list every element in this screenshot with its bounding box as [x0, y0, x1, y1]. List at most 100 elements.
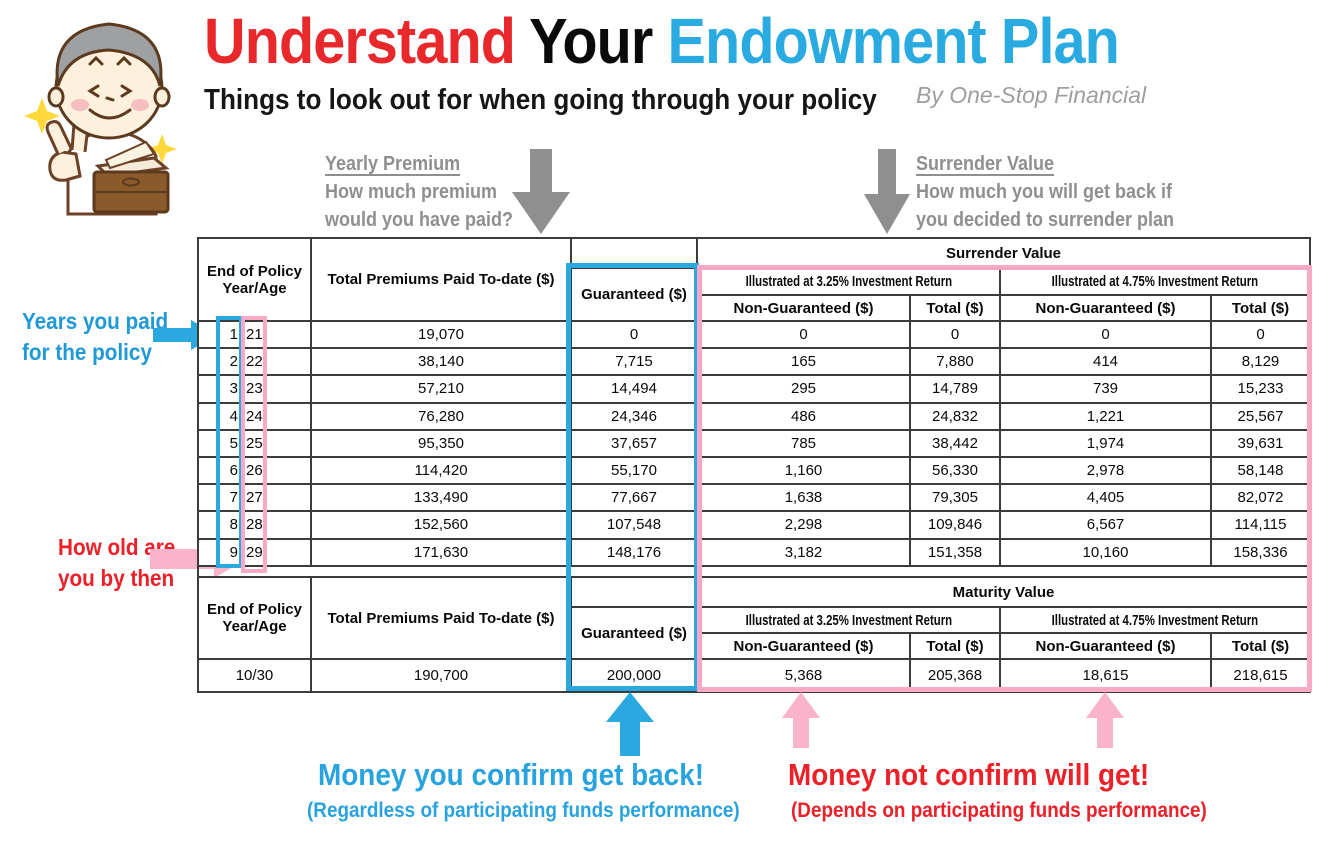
year-age-cell: 8 28 — [197, 510, 312, 540]
total-325-cell: 205,368 — [909, 658, 1001, 693]
premiums-cell: 38,140 — [310, 347, 572, 377]
up-arrow-icon — [606, 692, 654, 756]
year-age-cell: 10/30 — [197, 658, 312, 693]
byline: By One-Stop Financial — [916, 82, 1147, 108]
table-row: 8 28 152,560 107,548 2,298 109,846 6,567 … — [197, 510, 1311, 540]
non-guaranteed-325-cell: 295 — [696, 374, 911, 404]
guaranteed-cell: 200,000 — [570, 658, 698, 693]
header-premiums: Total Premiums Paid To-date ($) — [310, 576, 572, 660]
total-325-cell: 24,832 — [909, 401, 1001, 431]
year-age-cell: 2 22 — [197, 347, 312, 377]
non-guaranteed-475-cell: 0 — [999, 319, 1212, 350]
page-subtitle: Things to look out for when going throug… — [204, 84, 877, 116]
yearly-premium-callout-line2: would you have paid? — [325, 209, 514, 231]
header-total: Total ($) — [1210, 294, 1311, 322]
header-illustrated-325: Illustrated at 3.25% Investment Return — [696, 606, 1001, 634]
guaranteed-cell: 37,657 — [570, 428, 698, 458]
sparkle-icon — [147, 134, 177, 164]
table-row: 9 29 171,630 148,176 3,182 151,358 10,160… — [197, 537, 1311, 567]
premiums-cell: 114,420 — [310, 455, 572, 486]
header-total: Total ($) — [1209, 632, 1312, 660]
non-guaranteed-475-cell: 1,974 — [999, 428, 1212, 458]
surrender-value-callout-line2: you decided to surrender plan — [916, 209, 1175, 231]
title-word-understand: Understand — [204, 5, 530, 77]
header-non-guaranteed: Non-Guaranteed ($) — [696, 632, 911, 660]
guaranteed-money-sublabel: (Regardless of participating funds perfo… — [307, 799, 740, 822]
non-guaranteed-325-cell: 165 — [696, 347, 911, 377]
non-guaranteed-475-cell: 4,405 — [999, 483, 1212, 513]
empty-header-cell — [570, 237, 698, 269]
premiums-cell: 19,070 — [310, 319, 572, 350]
total-475-cell: 25,567 — [1210, 401, 1311, 431]
header-non-guaranteed: Non-Guaranteed ($) — [999, 632, 1212, 660]
year-age-cell: 1 21 — [197, 319, 312, 350]
header-surrender-value: Surrender Value — [696, 237, 1311, 269]
total-475-cell: 158,336 — [1210, 537, 1311, 567]
down-arrow-icon — [864, 149, 910, 234]
premiums-cell: 95,350 — [310, 428, 572, 458]
sparkle-icon — [24, 98, 60, 134]
header-non-guaranteed: Non-Guaranteed ($) — [696, 294, 911, 322]
surrender-value-callout: Surrender Value How much you will get ba… — [916, 150, 1203, 234]
table-row: 4 24 76,280 24,346 486 24,832 1,221 25,56… — [197, 401, 1311, 431]
header-illustrated-325: Illustrated at 3.25% Investment Return — [696, 267, 1001, 296]
non-guaranteed-325-cell: 3,182 — [696, 537, 911, 567]
guaranteed-cell: 148,176 — [570, 537, 698, 567]
header-guaranteed: Guaranteed ($) — [570, 606, 698, 660]
title-word-endowment-plan: Endowment Plan — [667, 5, 1120, 77]
total-475-cell: 0 — [1210, 319, 1311, 350]
guaranteed-cell: 55,170 — [570, 455, 698, 486]
header-non-guaranteed: Non-Guaranteed ($) — [999, 294, 1212, 322]
total-475-cell: 39,631 — [1210, 428, 1311, 458]
total-475-cell: 8,129 — [1210, 347, 1311, 377]
yearly-premium-callout-title: Yearly Premium — [325, 153, 461, 175]
page-title: Understand Your Endowment Plan — [204, 4, 1221, 78]
non-guaranteed-325-cell: 1,638 — [696, 483, 911, 513]
surrender-table: End of Policy Year/Age Total Premiums Pa… — [197, 237, 1311, 567]
total-325-cell: 38,442 — [909, 428, 1001, 458]
premiums-cell: 190,700 — [310, 658, 572, 693]
surrender-value-callout-line1: How much you will get back if — [916, 181, 1173, 203]
years-paid-label: Years you paid for the policy — [22, 308, 169, 365]
year-age-cell: 5 25 — [197, 428, 312, 458]
table-row: 3 23 57,210 14,494 295 14,789 739 15,233 — [197, 374, 1311, 404]
table-row: 2 22 38,140 7,715 165 7,880 414 8,129 — [197, 347, 1311, 377]
total-475-cell: 58,148 — [1210, 455, 1311, 486]
surrender-value-callout-title: Surrender Value — [916, 153, 1055, 175]
total-325-cell: 56,330 — [909, 455, 1001, 486]
header-premiums: Total Premiums Paid To-date ($) — [310, 237, 572, 322]
total-325-cell: 14,789 — [909, 374, 1001, 404]
guaranteed-cell: 14,494 — [570, 374, 698, 404]
header-total: Total ($) — [909, 294, 1001, 322]
cartoon-man-illustration — [6, 2, 204, 226]
up-arrow-icon — [782, 692, 820, 748]
header-year-age: End of Policy Year/Age — [197, 576, 312, 660]
non-guaranteed-475-cell: 1,221 — [999, 401, 1212, 431]
header-guaranteed: Guaranteed ($) — [570, 267, 698, 322]
non-guaranteed-475-cell: 6,567 — [999, 510, 1212, 540]
non-guaranteed-325-cell: 2,298 — [696, 510, 911, 540]
non-guaranteed-475-cell: 414 — [999, 347, 1212, 377]
non-guaranteed-475-cell: 10,160 — [999, 537, 1212, 567]
non-guaranteed-325-cell: 0 — [696, 319, 911, 350]
age-label: How old are you by then — [58, 534, 176, 591]
non-guaranteed-475-cell: 2,978 — [999, 455, 1212, 486]
total-325-cell: 109,846 — [909, 510, 1001, 540]
yearly-premium-callout: Yearly Premium How much premium would yo… — [325, 150, 534, 234]
table-row: 6 26 114,420 55,170 1,160 56,330 2,978 58… — [197, 455, 1311, 486]
non-guaranteed-325-cell: 1,160 — [696, 455, 911, 486]
non-guaranteed-money-label: Money not confirm will get! — [788, 757, 1150, 792]
year-age-cell: 4 24 — [197, 401, 312, 431]
total-475-cell: 218,615 — [1209, 658, 1312, 693]
guaranteed-cell: 77,667 — [570, 483, 698, 513]
non-guaranteed-475-cell: 739 — [999, 374, 1212, 404]
premiums-cell: 57,210 — [310, 374, 572, 404]
cartoon-man-icon — [24, 22, 177, 216]
non-guaranteed-325-cell: 486 — [696, 401, 911, 431]
empty-header-cell — [570, 576, 698, 608]
guaranteed-cell: 107,548 — [570, 510, 698, 540]
header-maturity-value: Maturity Value — [695, 576, 1312, 608]
table-row: 1 21 19,070 0 0 0 0 0 — [197, 319, 1311, 350]
total-325-cell: 151,358 — [909, 537, 1001, 567]
year-age-cell: 9 29 — [197, 537, 312, 567]
